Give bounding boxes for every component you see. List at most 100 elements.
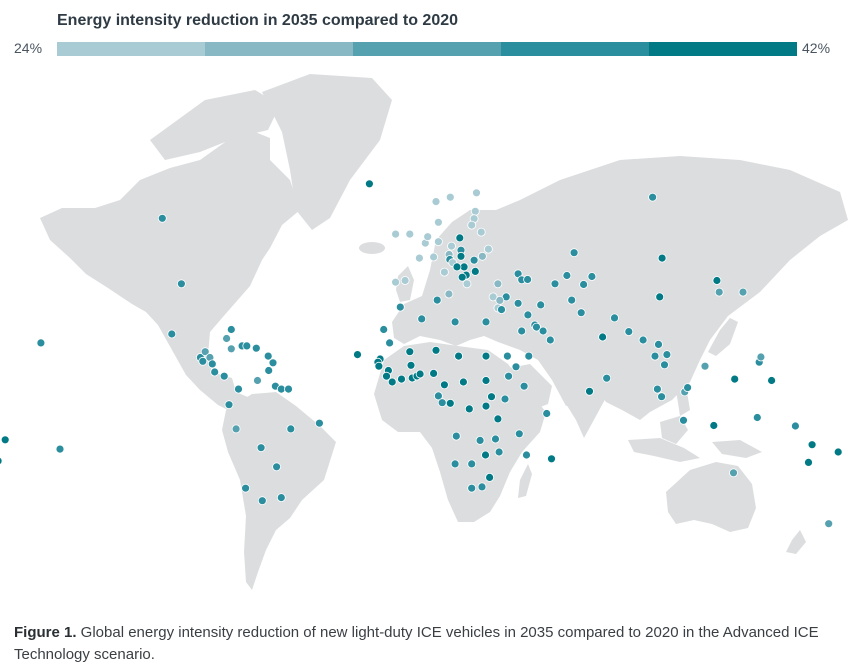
land-new-zealand — [786, 530, 806, 554]
marker-lesser-antilles — [263, 351, 273, 361]
marker-madagascar — [522, 450, 531, 460]
marker-uae — [538, 326, 548, 336]
marker-vietnam — [662, 350, 672, 360]
marker-myanmar — [638, 335, 648, 345]
marker-finland — [472, 188, 481, 198]
marker-solomon-islands — [791, 421, 800, 431]
marker-yemen — [524, 351, 534, 361]
marker-mexico — [167, 329, 177, 339]
marker-italy — [439, 267, 449, 277]
marker-marshall-islands — [767, 376, 776, 385]
marker-kyrgyzstan — [587, 272, 597, 281]
figure-caption: Figure 1. Global energy intensity reduct… — [14, 622, 844, 666]
marker-canada — [157, 213, 167, 223]
marker-micronesia — [756, 352, 766, 362]
marker-bulgaria — [470, 266, 480, 276]
marker-iran — [536, 300, 546, 310]
marker-malawi — [491, 434, 500, 444]
marker-argentina — [257, 496, 267, 506]
legend-min-label: 24% — [14, 40, 43, 56]
marker-niger — [431, 345, 441, 355]
marker-estonia — [470, 206, 480, 216]
marker-cuba — [222, 334, 232, 343]
marker-france — [414, 253, 424, 263]
land-japan — [708, 318, 738, 356]
marker-oman — [545, 335, 555, 345]
marker-el-salvador — [198, 356, 208, 366]
marker-nepal — [610, 313, 619, 323]
marker-burkina-faso — [406, 360, 416, 370]
marker-new-caledonia — [804, 457, 813, 467]
marker-fiji — [833, 447, 843, 457]
marker-costa-rica — [210, 367, 220, 377]
marker-cameroon — [439, 380, 449, 390]
marker-saudi-arabia — [517, 326, 527, 336]
land-north-america — [40, 130, 300, 416]
marker-mauritius — [547, 454, 556, 464]
marker-algeria — [417, 314, 427, 324]
marker-switzerland — [429, 252, 439, 262]
marker-thailand — [650, 351, 660, 361]
legend-bin-3 — [353, 42, 501, 56]
marker-eritrea — [502, 351, 512, 361]
marker-north-korea — [712, 276, 722, 285]
marker-ireland — [391, 229, 401, 239]
marker-sierra-leone — [382, 371, 391, 381]
marker-mozambique — [494, 447, 504, 457]
marker-benin — [415, 369, 425, 379]
marker-hawaii — [36, 338, 46, 348]
marker-qatar — [532, 322, 541, 332]
marker-zambia — [475, 435, 485, 445]
marker-belarus — [476, 227, 486, 237]
marker-palau — [730, 374, 740, 384]
marker-timor-leste — [709, 421, 719, 430]
marker-indonesia — [679, 415, 688, 425]
marker-bolivia — [256, 443, 266, 453]
marker-united-states — [176, 279, 186, 289]
marker-south-korea — [714, 287, 724, 297]
land-iceland — [359, 242, 385, 254]
land-south-america — [222, 392, 336, 590]
marker-brazil-east — [314, 418, 324, 428]
land-indonesia — [628, 438, 700, 462]
marker-philippines — [700, 361, 710, 371]
marker-liberia — [387, 377, 397, 387]
marker-cote-d-ivoire — [397, 374, 406, 384]
marker-cyprus — [488, 292, 498, 302]
marker-japan — [738, 287, 748, 297]
marker-uruguay — [276, 493, 286, 503]
marker-jordan — [497, 305, 506, 315]
marker-iceland — [364, 179, 374, 189]
marker-central-african-republic — [458, 377, 468, 387]
marker-moldova — [477, 251, 487, 261]
marker-kazakhstan — [569, 248, 579, 258]
marker-zimbabwe — [481, 450, 490, 460]
caption-label: Figure 1. — [14, 624, 77, 641]
marker-ecuador — [224, 400, 234, 410]
marker-mauritania — [385, 338, 395, 348]
marker-netherlands — [423, 232, 433, 242]
marker-uzbekistan — [562, 271, 572, 280]
marker-ethiopia — [504, 371, 514, 381]
marker-bahamas — [226, 325, 236, 334]
marker-south-africa — [467, 483, 477, 493]
legend-bin-5 — [649, 42, 797, 56]
marker-lesotho — [477, 482, 487, 492]
marker-gabon — [437, 398, 447, 408]
marker-colombia — [234, 384, 243, 394]
marker-tanzania — [493, 414, 503, 424]
land-new-guinea — [712, 440, 762, 458]
marker-cape-verde — [353, 350, 362, 360]
land-madagascar — [518, 464, 532, 498]
marker-chad — [454, 351, 464, 361]
marker-azerbaijan — [523, 275, 532, 284]
marker-dr-congo — [464, 404, 474, 414]
marker-venezuela — [253, 376, 262, 385]
marker-lithuania — [467, 220, 477, 230]
marker-spain — [400, 276, 410, 285]
marker-poland — [455, 233, 465, 243]
marker-angola — [451, 431, 461, 441]
marker-papua-new-guinea — [752, 413, 762, 422]
marker-western-sahara — [379, 325, 389, 334]
marker-maldives — [585, 386, 594, 396]
